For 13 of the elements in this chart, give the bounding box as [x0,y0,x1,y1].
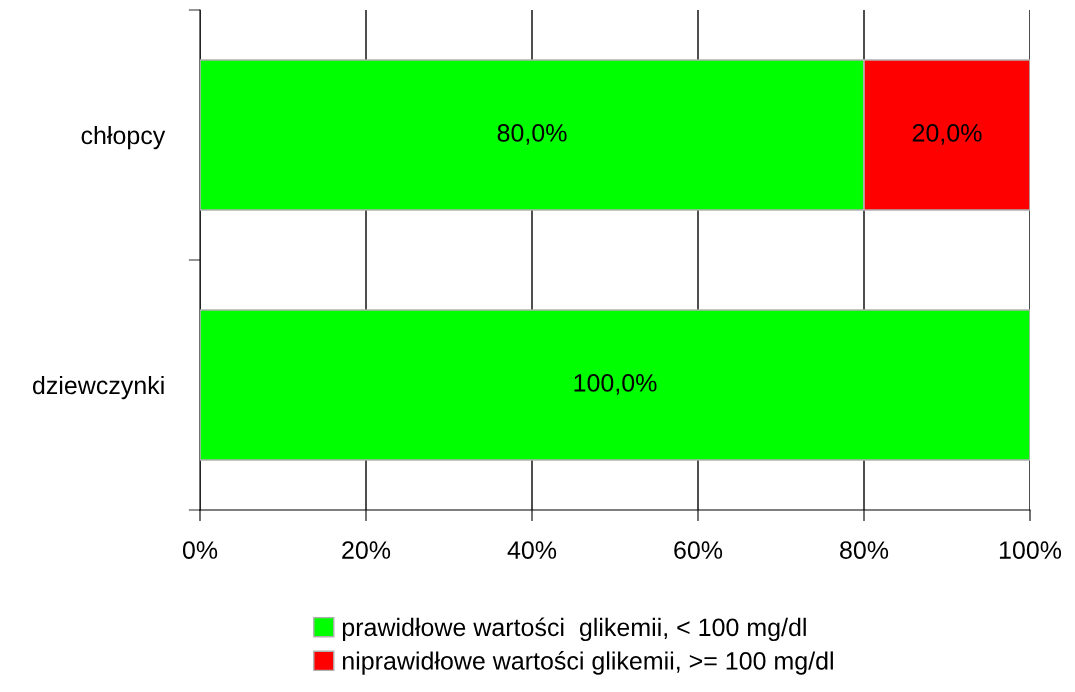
x-tick-label: 80% [840,541,889,559]
x-tick-label: 40% [507,541,557,559]
legend-label: prawidłowe wartości glikemii, < 100 mg/dl [342,617,806,642]
x-tick-label: 20% [342,541,391,559]
x-tick-label: 0% [182,541,218,559]
x-tick-label: 100% [999,541,1062,559]
data-label: 100,0% [574,374,657,395]
data-label: 20,0% [912,124,982,145]
y-tick-label: chłopcy [81,125,166,150]
data-label: 80,0% [497,124,567,145]
x-tick-label: 60% [674,541,723,559]
legend-label: niprawidłowe wartości glikemii, >= 100 mg/dl [342,651,833,675]
y-tick-label: dziewczynki [32,375,164,400]
